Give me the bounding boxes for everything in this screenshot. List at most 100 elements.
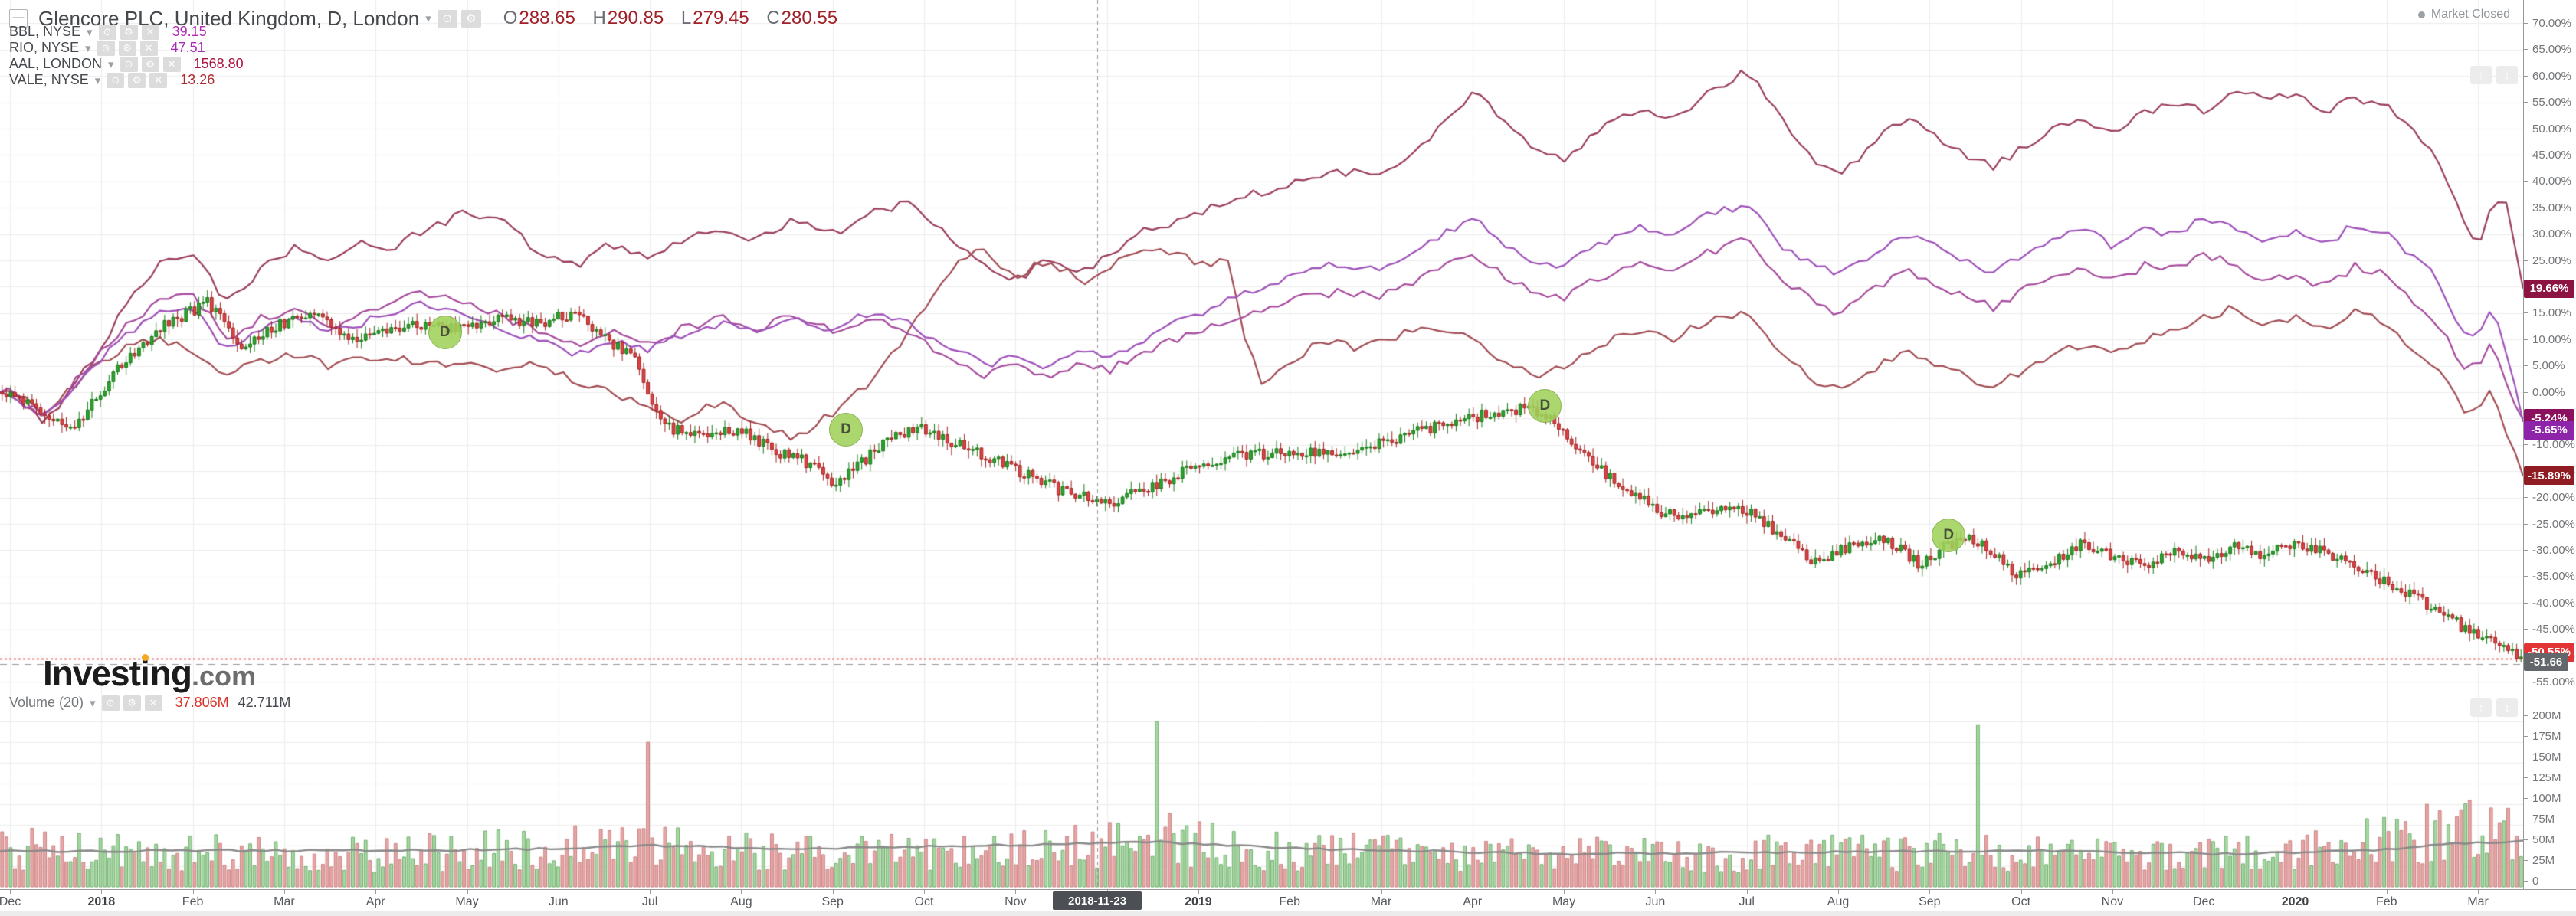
hide-series-icon[interactable]: ⊙ (101, 695, 120, 711)
bottom-strip (0, 911, 2576, 916)
volume-tick: 75M (2524, 812, 2555, 826)
percent-tick: 40.00% (2524, 175, 2571, 188)
volume-pane-up-button[interactable]: ↑ (2470, 698, 2492, 717)
time-tick: Nov (2101, 895, 2124, 908)
volume-tick: 25M (2524, 853, 2555, 867)
remove-series-icon[interactable]: ✕ (162, 56, 181, 72)
axis-badge-vale-last: -15.89% (2524, 466, 2574, 486)
time-tick-mark (192, 890, 194, 894)
remove-series-icon[interactable]: ✕ (149, 72, 168, 88)
low-value: 279.45 (693, 8, 749, 28)
volume-ma-value: 37.806M (175, 695, 229, 710)
hide-series-icon[interactable]: ⊙ (107, 72, 125, 88)
percent-tick: 45.00% (2524, 148, 2571, 162)
hide-series-icon[interactable]: ⊙ (98, 24, 116, 40)
chevron-down-icon[interactable]: ▾ (87, 25, 93, 39)
chevron-down-icon[interactable]: ▾ (425, 12, 431, 25)
legend-collapse-icon[interactable]: — (9, 9, 28, 28)
hide-series-icon[interactable]: ⊙ (97, 40, 115, 56)
symbol-label-aal[interactable]: AAL, LONDON (9, 56, 103, 71)
symbol-value-vale: 13.26 (180, 72, 215, 87)
percent-tick: 15.00% (2524, 306, 2571, 320)
chevron-down-icon[interactable]: ▾ (108, 57, 114, 71)
time-tick: Nov (1005, 895, 1027, 908)
dividend-marker[interactable]: D (1528, 389, 1562, 424)
market-closed-dot (2417, 11, 2425, 18)
time-tick-mark (924, 890, 925, 894)
time-tick: May (455, 895, 479, 908)
time-tick: 2020 (2281, 895, 2309, 908)
time-tick: Jul (1739, 895, 1755, 908)
series-settings-icon[interactable]: ⚙ (141, 56, 159, 72)
chevron-down-icon[interactable]: ▾ (85, 41, 91, 55)
volume-tick: 100M (2524, 791, 2561, 805)
time-tick-mark (832, 890, 834, 894)
legend-row-rio: RIO, NYSE ▾ ⊙ ⚙ ✕ 47.51 (9, 40, 205, 56)
hide-series-icon[interactable]: ⊙ (120, 56, 138, 72)
series-settings-icon[interactable]: ⚙ (460, 9, 481, 28)
dividend-marker[interactable]: D (1932, 518, 1966, 552)
symbol-label-bbl[interactable]: BBL, NYSE (9, 24, 81, 39)
dividend-marker[interactable]: D (428, 315, 462, 349)
volume-tick: 175M (2524, 729, 2561, 743)
time-tick: Feb (2376, 895, 2397, 908)
time-tick-mark (1746, 890, 1748, 894)
time-tick-mark (10, 890, 11, 894)
low-label: L (680, 8, 692, 28)
pane-up-button[interactable]: ↑ (2470, 66, 2492, 84)
percent-tick: -25.00% (2524, 517, 2575, 531)
chart-plot-area[interactable] (0, 0, 2523, 889)
symbol-label-vale[interactable]: VALE, NYSE (9, 72, 89, 87)
time-tick: Apr (365, 895, 385, 908)
volume-tick: 50M (2524, 833, 2555, 846)
axis-badge-crosshair-value: -51.66 (2524, 653, 2568, 672)
time-tick-mark (1015, 890, 1017, 894)
volume-pane-maximize-button[interactable]: ↕ (2496, 698, 2518, 717)
time-tick: Sep (821, 895, 844, 908)
volume-indicator-label[interactable]: Volume (20) (9, 695, 84, 710)
series-settings-icon[interactable]: ⚙ (120, 24, 138, 40)
time-tick-mark (101, 890, 103, 894)
logo-i-dot: i (139, 653, 150, 693)
percent-tick: -40.00% (2524, 596, 2575, 610)
price-axis[interactable]: 70.00% 65.00% 60.00% 55.00% 50.00% 45.00% 40.0… (2523, 0, 2576, 889)
percent-tick: -45.00% (2524, 623, 2575, 636)
time-tick: Aug (1827, 895, 1850, 908)
time-tick: Aug (730, 895, 752, 908)
time-tick: Jun (1645, 895, 1666, 908)
symbol-value-aal: 1568.80 (193, 56, 244, 71)
chevron-down-icon[interactable]: ▾ (90, 696, 96, 710)
percent-tick: 50.00% (2524, 122, 2571, 136)
remove-series-icon[interactable]: ✕ (144, 695, 162, 711)
time-tick-mark (283, 890, 285, 894)
series-settings-icon[interactable]: ⚙ (118, 40, 136, 56)
time-tick: May (1552, 895, 1576, 908)
percent-tick: 35.00% (2524, 201, 2571, 214)
symbol-value-bbl: 39.15 (172, 24, 207, 39)
symbol-label-rio[interactable]: RIO, NYSE (9, 40, 80, 55)
remove-series-icon[interactable]: ✕ (139, 40, 158, 56)
series-settings-icon[interactable]: ⚙ (123, 695, 141, 711)
high-value: 290.85 (607, 8, 664, 28)
chevron-down-icon[interactable]: ▾ (94, 74, 101, 87)
series-settings-icon[interactable]: ⚙ (128, 72, 146, 88)
axis-badge-aal-last: 19.66% (2524, 279, 2574, 298)
time-tick: Mar (2467, 895, 2489, 908)
percent-tick: 10.00% (2524, 332, 2571, 346)
pane-maximize-button[interactable]: ↕ (2496, 66, 2518, 84)
market-status: Market Closed (2417, 8, 2510, 21)
time-tick: Mar (274, 895, 295, 908)
open-label: O (503, 8, 518, 28)
time-tick-mark (1381, 890, 1382, 894)
percent-tick: -55.00% (2524, 675, 2575, 689)
hide-series-icon[interactable]: ⊙ (437, 9, 457, 28)
time-tick: Sep (1919, 895, 1941, 908)
time-axis[interactable]: Dec 2018 Feb Mar Apr May Jun Jul Aug Sep Oct Nov Dec… (0, 889, 2576, 912)
time-tick-mark (1929, 890, 1931, 894)
dividend-marker[interactable]: D (829, 413, 864, 447)
time-tick-mark (741, 890, 742, 894)
symbol-header: — Glencore PLC, United Kingdom, D, Londo… (9, 6, 837, 31)
percent-tick: 55.00% (2524, 96, 2571, 110)
remove-series-icon[interactable]: ✕ (141, 24, 159, 40)
